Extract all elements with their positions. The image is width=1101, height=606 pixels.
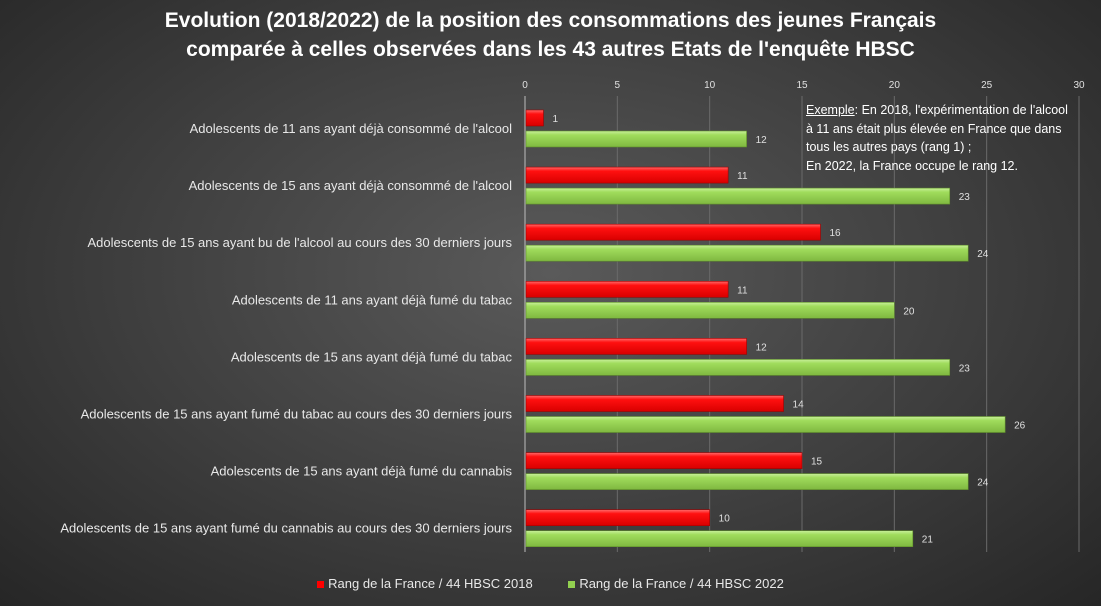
x-tick-label: 5 — [615, 80, 621, 91]
category-label: Adolescents de 11 ans ayant déjà consomm… — [190, 121, 512, 136]
legend-item-2018: Rang de la France / 44 HBSC 2018 — [317, 576, 533, 591]
x-tick-label: 20 — [889, 80, 901, 91]
bar-2022 — [525, 130, 747, 148]
bar-2018 — [525, 280, 729, 298]
bar-2022 — [525, 359, 951, 376]
x-tick-label: 0 — [522, 80, 528, 91]
x-tick-label: 25 — [981, 80, 993, 91]
x-tick-label: 15 — [796, 80, 808, 91]
category-label: Adolescents de 15 ans ayant bu de l'alco… — [87, 235, 512, 250]
legend-swatch-red — [317, 581, 325, 589]
category-label: Adolescents de 15 ans ayant déjà consomm… — [189, 178, 512, 193]
data-label-2022: 23 — [959, 363, 971, 374]
data-label-2018: 11 — [737, 171, 748, 182]
bar-2022 — [525, 416, 1006, 433]
bar-2018 — [525, 223, 821, 241]
bar-2018 — [525, 509, 710, 527]
legend-swatch-green — [568, 581, 576, 589]
annotation-line: tous les autres pays (rang 1) ; — [806, 140, 972, 154]
chart-title: Evolution (2018/2022) de la position des… — [0, 6, 1101, 64]
title-line-1: Evolution (2018/2022) de la position des… — [164, 9, 937, 32]
bar-2018 — [525, 338, 747, 355]
category-label: Adolescents de 15 ans ayant fumé du cann… — [60, 521, 512, 536]
annotation-label: Exemple — [806, 103, 855, 117]
annotation-line: En 2022, la France occupe le rang 12. — [806, 158, 1018, 173]
annotation-line: à 11 ans était plus élevée en France que… — [806, 121, 1062, 136]
legend-label: Rang de la France / 44 HBSC 2018 — [328, 576, 533, 591]
annotation-example: Exemple: En 2018, l'expérimentation de l… — [806, 101, 1068, 175]
data-label-2018: 1 — [552, 114, 558, 125]
bar-2018 — [525, 166, 729, 184]
bar-2022 — [525, 301, 895, 319]
category-label: Adolescents de 11 ans ayant déjà fumé du… — [232, 292, 513, 307]
x-tick-label: 30 — [1073, 80, 1085, 91]
legend-item-2022: Rang de la France / 44 HBSC 2022 — [568, 576, 784, 591]
title-line-2: comparée à celles observées dans les 43 … — [186, 38, 915, 61]
annotation-line: : En 2018, l'expérimentation de l'alcool — [854, 103, 1068, 117]
data-label-2022: 24 — [977, 478, 989, 489]
data-label-2018: 11 — [737, 285, 748, 296]
bar-2022 — [525, 244, 969, 262]
data-label-2018: 16 — [829, 228, 841, 239]
bar-2018 — [525, 395, 784, 412]
category-label: Adolescents de 15 ans ayant déjà fumé du… — [231, 349, 513, 364]
data-label-2018: 14 — [793, 400, 805, 411]
data-label-2022: 24 — [977, 249, 989, 260]
bar-2022 — [525, 473, 969, 490]
bar-2022 — [525, 530, 914, 548]
data-label-2022: 23 — [959, 192, 971, 203]
x-tick-label: 10 — [704, 80, 716, 91]
bar-2022 — [525, 187, 951, 205]
bar-2018 — [525, 452, 803, 469]
data-label-2018: 10 — [719, 514, 731, 525]
data-label-2018: 15 — [811, 457, 823, 468]
legend: Rang de la France / 44 HBSC 2018 Rang de… — [0, 576, 1101, 591]
data-label-2018: 12 — [756, 342, 768, 353]
data-label-2022: 12 — [756, 135, 768, 146]
bar-2018 — [525, 109, 544, 127]
data-label-2022: 26 — [1014, 421, 1026, 432]
data-label-2022: 21 — [922, 535, 934, 546]
category-label: Adolescents de 15 ans ayant fumé du taba… — [81, 407, 513, 422]
data-label-2022: 20 — [903, 306, 915, 317]
legend-label: Rang de la France / 44 HBSC 2022 — [579, 576, 784, 591]
category-label: Adolescents de 15 ans ayant déjà fumé du… — [211, 464, 513, 479]
